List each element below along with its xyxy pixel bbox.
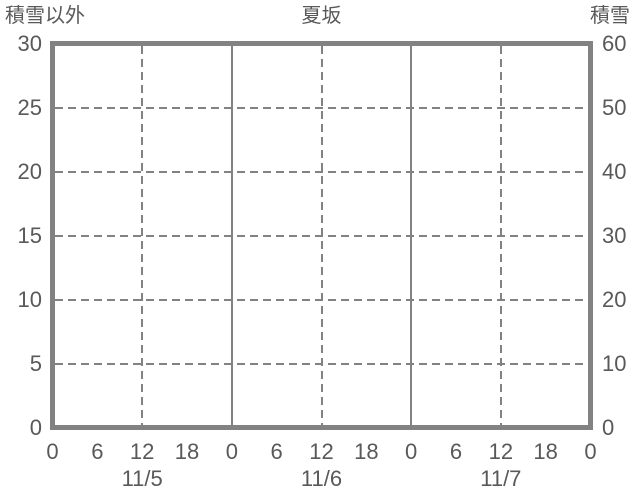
- right-axis-tick: 0: [602, 414, 615, 440]
- plot-area: [50, 41, 593, 430]
- right-axis-tick: 60: [602, 30, 627, 56]
- horizontal-gridline: [55, 362, 588, 365]
- hour-tick: 18: [533, 439, 558, 464]
- left-axis-tick: 20: [17, 158, 42, 184]
- left-axis-tick: 15: [17, 222, 42, 248]
- hour-tick: 12: [129, 439, 155, 464]
- hour-tick: 0: [46, 439, 59, 464]
- right-axis-tick: 50: [602, 94, 627, 120]
- left-axis-tick: 5: [29, 350, 42, 376]
- date-label: 11/7: [480, 466, 522, 491]
- right-axis-tick: 40: [602, 158, 627, 184]
- right-axis-tick: 30: [602, 222, 627, 248]
- left-axis-tick: 0: [29, 414, 42, 440]
- right-axis-tick: 10: [602, 350, 627, 376]
- hour-tick: 18: [354, 439, 379, 464]
- hour-tick: 6: [270, 439, 283, 464]
- horizontal-gridline: [55, 106, 588, 109]
- hour-tick: 0: [584, 439, 597, 464]
- date-label: 11/6: [300, 466, 343, 491]
- hour-tick: 18: [174, 439, 200, 464]
- hour-tick: 6: [449, 439, 463, 464]
- left-axis-tick: 30: [17, 30, 42, 56]
- chart-title: 夏坂: [301, 5, 342, 27]
- hour-tick: 6: [91, 439, 104, 464]
- left-axis-tick: 10: [17, 286, 42, 312]
- hour-tick: 0: [225, 439, 238, 464]
- horizontal-gridline: [55, 234, 588, 237]
- hour-tick: 0: [405, 439, 418, 464]
- right-axis-tick: 20: [602, 286, 627, 312]
- right-axis-title: 積雪: [590, 5, 630, 27]
- date-label: 11/5: [121, 466, 163, 491]
- horizontal-gridline: [55, 298, 588, 301]
- left-axis-tick: 25: [17, 94, 42, 120]
- left-axis-title: 積雪以外: [5, 5, 85, 27]
- hour-tick: 12: [488, 439, 514, 464]
- horizontal-gridline: [55, 170, 588, 173]
- hour-tick: 12: [309, 439, 334, 464]
